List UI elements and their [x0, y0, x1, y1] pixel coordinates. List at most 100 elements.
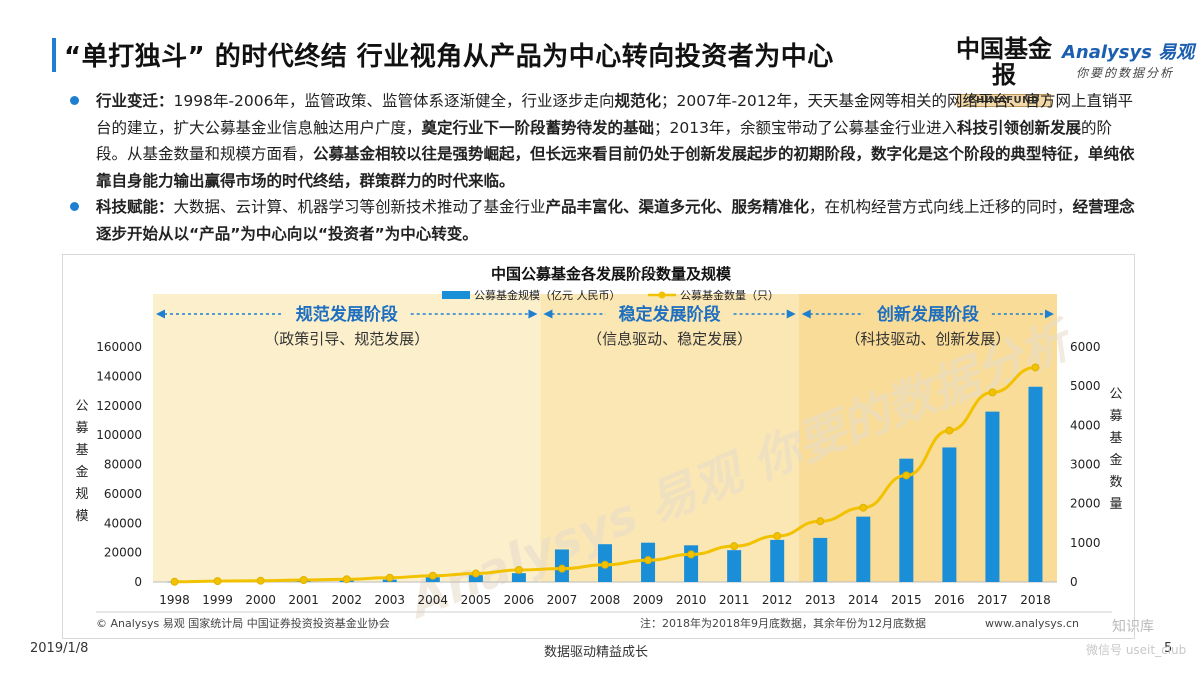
x-tick-label: 2014	[848, 593, 879, 607]
line-point	[471, 569, 480, 578]
right-tick-label: 6000	[1070, 340, 1101, 354]
chinafund-logo: 中国基金报 CHINAFUND	[950, 36, 1058, 107]
x-tick-label: 2009	[633, 593, 664, 607]
line-point	[816, 517, 825, 526]
line-point	[687, 550, 696, 559]
seg: ；2013年，余额宝带动了公募基金行业进入	[654, 118, 957, 137]
analysys-logo-name: Analysys 易观	[1062, 42, 1195, 63]
arrow-left-icon	[156, 309, 165, 319]
line-point	[514, 565, 523, 574]
x-tick-label: 2010	[676, 593, 707, 607]
x-tick-label: 2004	[418, 593, 449, 607]
seg: ，在机构经营方式向线上迁移的同时，	[809, 198, 1073, 216]
legend-line-label: 公募基金数量（只）	[680, 288, 779, 302]
seg: 科技赋能：	[96, 198, 174, 216]
right-axis-label-char: 量	[1109, 497, 1122, 512]
website-text: www.analysys.cn	[985, 617, 1079, 630]
watermark-sub: 微信号 useit_club	[1086, 643, 1187, 657]
left-axis-label-char: 募	[75, 421, 88, 436]
x-tick-label: 2016	[934, 593, 965, 607]
seg: 经营理念逐步开始从以“产品”为中心向以“投资者”为中心转变。	[96, 198, 1135, 243]
bullet-text: 科技赋能：大数据、云计算、机器学习等创新技术推动了基金行业产品丰富化、渠道多元化…	[96, 198, 1135, 243]
bullet-item-tech: 科技赋能：大数据、云计算、机器学习等创新技术推动了基金行业产品丰富化、渠道多元化…	[68, 194, 1138, 247]
left-axis-label-char: 规	[75, 487, 88, 502]
right-tick-label: 5000	[1070, 379, 1101, 393]
bullet-dot-icon	[70, 202, 79, 211]
bullet-dot-icon	[70, 96, 79, 105]
stage-band	[798, 294, 1057, 582]
stage-desc: （信息驱动、稳定发展）	[587, 330, 752, 348]
line-point	[773, 532, 782, 541]
left-tick-label: 140000	[96, 369, 142, 383]
x-tick-label: 2017	[977, 593, 1008, 607]
x-tick-label: 2002	[331, 593, 362, 607]
seg: 大数据、云计算、机器学习等创新技术推动了基金行业	[173, 198, 546, 216]
right-tick-label: 1000	[1070, 536, 1101, 550]
right-axis-label-char: 基	[1109, 431, 1122, 446]
bullet-list: 行业变迁：1998年-2006年，监管政策、监管体系逐渐健全，行业逐步走向规范化…	[68, 88, 1138, 247]
chinafund-logo-cn: 中国基金报	[956, 34, 1052, 89]
stage-desc: （政策引导、规范发展）	[264, 330, 429, 348]
line-point	[428, 571, 437, 580]
line-point	[730, 542, 739, 551]
bar	[727, 550, 742, 582]
arrow-right-icon	[528, 309, 538, 319]
left-tick-label: 120000	[96, 399, 142, 413]
left-tick-label: 160000	[96, 340, 142, 354]
note-text: 注：2018年为2018年9月底数据，其余年份为12月底数据	[640, 616, 926, 630]
stage-name: 稳定发展阶段	[619, 304, 721, 325]
bar	[942, 447, 957, 582]
line-point	[256, 576, 265, 585]
right-tick-label: 3000	[1070, 458, 1101, 472]
x-tick-label: 1999	[202, 593, 233, 607]
left-tick-label: 0	[134, 575, 142, 589]
x-tick-label: 2018	[1020, 593, 1051, 607]
seg: 奠定行业下一阶段蓄势待发的基础	[421, 118, 655, 137]
legend-bar-swatch	[442, 291, 470, 299]
line-point	[945, 426, 954, 435]
bar	[770, 539, 785, 582]
left-axis-label-char: 金	[75, 464, 88, 480]
left-axis-label-char: 基	[75, 443, 88, 458]
line-point	[859, 503, 868, 512]
line-point	[170, 577, 179, 586]
source-text: © Analysys 易观 国家统计局 中国证券投资投资基金业协会	[96, 616, 390, 630]
seg: 规范化	[614, 92, 662, 110]
seg: 科技引领创新发展	[956, 118, 1081, 137]
right-tick-label: 0	[1070, 575, 1078, 589]
line-point	[213, 577, 222, 586]
legend-line-marker	[658, 291, 666, 299]
seg: ；2007年-2012年，天天基金网等相关的网络平台、官方网上直销平台的建立，扩…	[96, 92, 1134, 137]
right-axis-label-char: 募	[1109, 409, 1122, 424]
line-point	[902, 471, 911, 480]
right-tick-label: 4000	[1070, 418, 1101, 432]
line-point	[342, 575, 351, 584]
analysys-logo: Analysys 易观 你要的数据分析	[1062, 38, 1195, 81]
left-tick-label: 40000	[104, 516, 142, 530]
left-tick-label: 100000	[96, 428, 142, 442]
seg: 行业变迁：	[96, 92, 174, 110]
x-tick-label: 2015	[891, 593, 922, 607]
stage-band	[153, 294, 541, 582]
left-axis-label-char: 公	[75, 399, 88, 414]
arrow-left-icon	[543, 309, 553, 319]
bar	[813, 537, 828, 582]
seg: 公募基金相较以往是强势崛起，但长远来看目前仍处于创新发展起步的初期阶段，数字化是…	[96, 145, 1135, 190]
x-tick-label: 2006	[504, 593, 535, 607]
x-tick-label: 2011	[719, 593, 750, 607]
arrow-right-icon	[786, 309, 796, 319]
bar	[1028, 386, 1043, 582]
right-axis-label-char: 公	[1109, 387, 1122, 402]
line-point	[644, 556, 653, 565]
x-tick-label: 2001	[288, 593, 319, 607]
arrow-right-icon	[1045, 309, 1054, 319]
stage-desc: （科技驱动、创新发展）	[845, 330, 1010, 348]
seg: 的阶段。从基金数量和规模方面看，	[96, 118, 1113, 164]
bar	[899, 458, 914, 582]
bullet-text: 行业变迁：1998年-2006年，监管政策、监管体系逐渐健全，行业逐步走向规范化…	[96, 92, 1135, 190]
seg: 产品丰富化、渠道多元化、服务精准化	[545, 198, 810, 216]
left-tick-label: 80000	[104, 458, 142, 472]
footer-date: 2019/1/8	[30, 641, 89, 656]
left-axis-label-char: 模	[75, 509, 88, 524]
